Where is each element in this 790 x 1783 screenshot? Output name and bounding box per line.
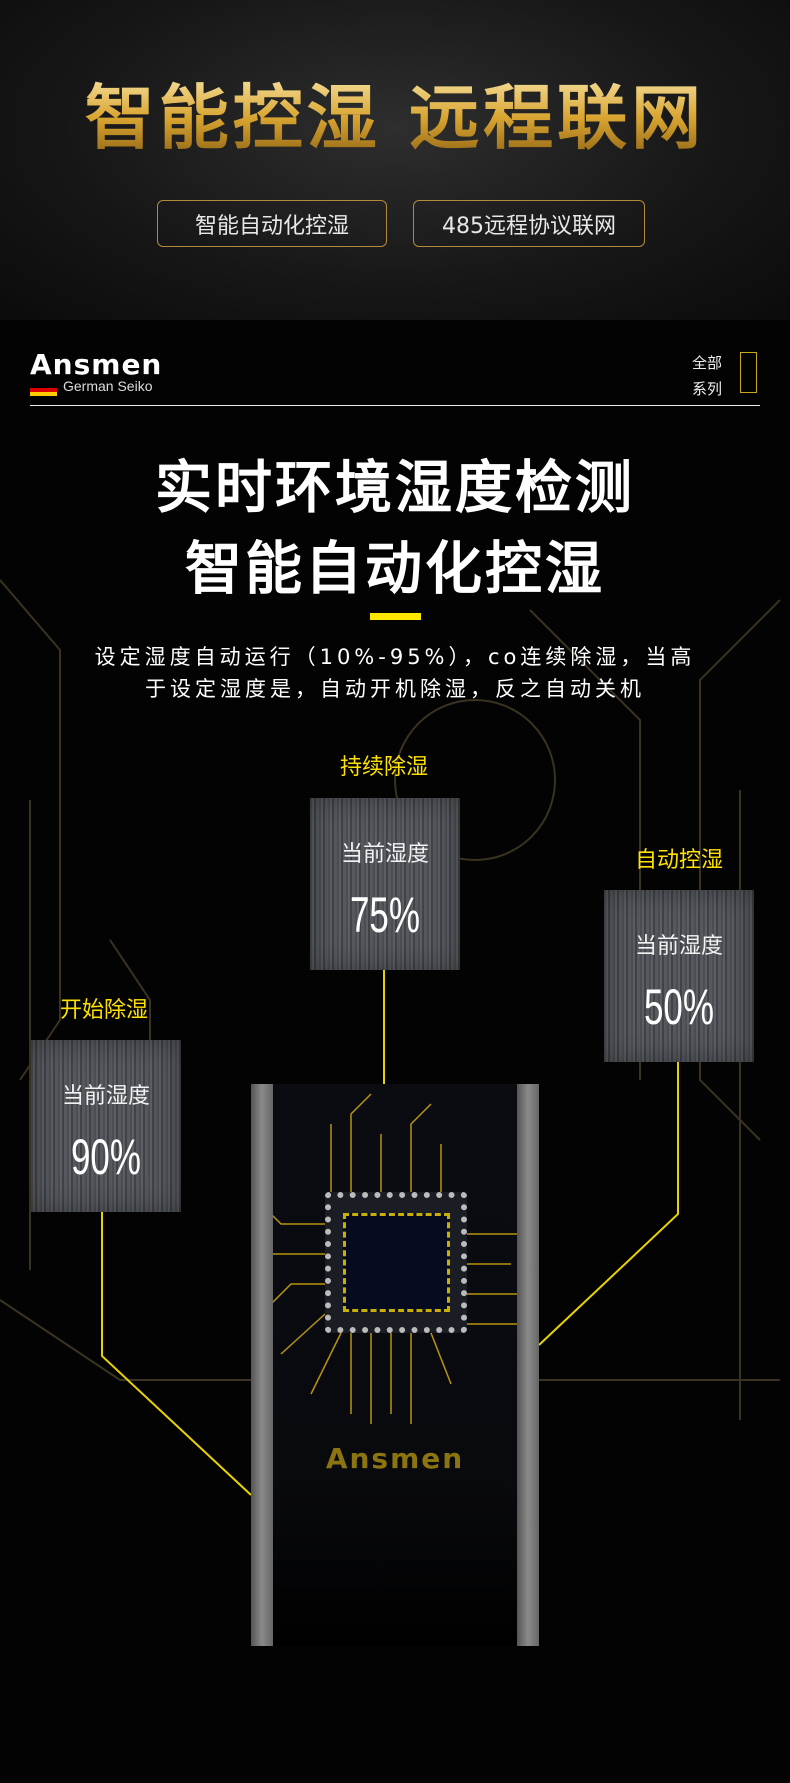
- dehumidifier-device: Ansmen: [251, 1084, 539, 1646]
- humidity-card-50: 当前湿度 50%: [604, 890, 754, 1062]
- headline-line2: 智能自动化控湿: [185, 536, 605, 602]
- humidity-card-75: 当前湿度 75%: [310, 798, 460, 970]
- brand-subtitle: German Seiko: [63, 378, 153, 394]
- humidity-key: 当前湿度: [634, 934, 723, 959]
- banner-title: 智能控湿 远程联网: [0, 62, 790, 163]
- humidity-key: 当前湿度: [61, 1084, 150, 1109]
- series-line1: 全部: [692, 354, 723, 372]
- reading-label-start: 开始除湿: [59, 998, 148, 1023]
- menu-icon[interactable]: [740, 352, 757, 393]
- humidity-value: 50%: [643, 979, 715, 1035]
- series-line2: 系列: [692, 380, 723, 398]
- all-series-link[interactable]: 全部 系列: [692, 350, 722, 402]
- reading-label-continuous: 持续除湿: [339, 755, 428, 780]
- description-line1: 设定湿度自动运行（10%-95%），co连续除湿，当高: [94, 645, 696, 669]
- brand-logo[interactable]: Ansmen: [30, 348, 163, 381]
- left-rail: [251, 1084, 273, 1646]
- humidity-value: 90%: [70, 1129, 142, 1185]
- device-logo: Ansmen: [325, 1442, 465, 1475]
- description-line2: 于设定湿度是，自动开机除湿，反之自动关机: [145, 677, 645, 701]
- chip-core: [343, 1213, 450, 1312]
- feature-pill-remote: 485远程协议联网: [413, 200, 645, 247]
- humidity-card-90: 当前湿度 90%: [31, 1040, 181, 1212]
- german-flag-icon: [30, 384, 57, 396]
- divider: [30, 405, 760, 406]
- feature-pill-auto: 智能自动化控湿: [157, 200, 387, 247]
- device-circuit: [260, 1093, 531, 1424]
- right-rail: [517, 1084, 539, 1646]
- chip-icon: [325, 1192, 467, 1333]
- humidity-key: 当前湿度: [340, 842, 429, 867]
- reading-label-auto: 自动控湿: [634, 848, 723, 873]
- top-banner: [0, 0, 790, 320]
- headline-line1: 实时环境湿度检测: [155, 455, 635, 521]
- humidity-value: 75%: [349, 887, 421, 943]
- accent-bar: [370, 613, 421, 620]
